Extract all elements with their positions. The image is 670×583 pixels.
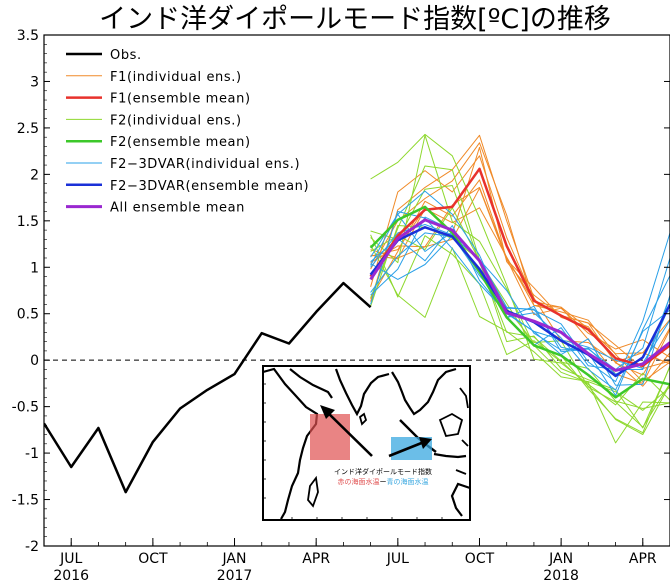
series-line-ensemble-member xyxy=(370,213,670,391)
y-tick-label: -1 xyxy=(25,446,39,462)
y-tick-label: -0.5 xyxy=(12,400,39,416)
x-tick-year: 2016 xyxy=(53,568,89,583)
inset-coast-india xyxy=(334,368,390,417)
x-tick-month: APR xyxy=(629,551,657,567)
y-tick-label: 3.5 xyxy=(17,28,39,44)
legend-label: Obs. xyxy=(110,48,142,63)
inset-coast-seasia xyxy=(391,367,457,416)
legend-label: F1(individual ens.) xyxy=(110,70,242,85)
legend: Obs. F1(individual ens.) F1(ensemble mean)… xyxy=(56,43,356,219)
series-line-ensemble-member xyxy=(370,225,670,429)
y-axis: 3.5 3 2.5 2 1.5 1 0.5 0 -0.5 -1 -1.5 -2 xyxy=(12,28,670,555)
x-tick-month: JUL xyxy=(386,551,409,567)
y-tick-label: -1.5 xyxy=(12,493,39,509)
x-tick-year: 2018 xyxy=(543,568,579,583)
legend-background xyxy=(56,43,356,219)
inset-map: インド洋ダイポールモード指数 赤の海面水温ー青の海面水温 xyxy=(262,365,471,521)
x-tick-month: JAN xyxy=(222,551,247,567)
x-tick-month: OCT xyxy=(138,551,168,567)
inset-tick-marks xyxy=(263,383,443,520)
inset-arrowhead-west xyxy=(320,405,335,419)
inset-label-sep: ー xyxy=(380,478,387,486)
x-tick-year: 2017 xyxy=(217,568,253,583)
inset-arrowhead-east xyxy=(419,437,432,449)
series-line-ensemble-member xyxy=(370,185,670,435)
x-tick-month: OCT xyxy=(465,551,495,567)
series-layer xyxy=(44,133,670,494)
inset-coast-africa xyxy=(262,367,319,520)
x-tick-month: JAN xyxy=(548,551,573,567)
x-tick-month: APR xyxy=(302,551,330,567)
inset-label-title: インド洋ダイポールモード指数 xyxy=(334,467,432,476)
inset-label-blue: 青の海面水温 xyxy=(387,477,429,486)
y-tick-label: 1 xyxy=(30,260,39,276)
series-line-mean xyxy=(369,205,670,399)
series-line-mean xyxy=(369,218,670,372)
inset-coast-java xyxy=(433,452,467,459)
legend-label: F2−3DVAR(individual ens.) xyxy=(110,157,300,172)
y-tick-label: 2.5 xyxy=(17,121,39,137)
inset-coast-madagascar xyxy=(307,475,319,508)
legend-label: All ensemble mean xyxy=(110,201,245,216)
inset-coast-arabia xyxy=(289,368,333,399)
inset-coast-australia xyxy=(450,482,471,517)
inset-label-formula: 赤の海面水温ー青の海面水温 xyxy=(338,477,429,486)
plot-frame xyxy=(43,34,670,547)
legend-label: F1(ensemble mean) xyxy=(110,92,251,107)
y-tick-label: 3 xyxy=(30,74,39,90)
legend-label: F2(ensemble mean) xyxy=(110,135,251,150)
y-tick-label: 0.5 xyxy=(17,307,39,323)
x-tick-month: JUL xyxy=(59,551,82,567)
inset-label-red: 赤の海面水温 xyxy=(338,477,380,486)
series-line-ensemble-member xyxy=(370,211,670,386)
y-tick-label: 1.5 xyxy=(17,214,39,230)
series-line-obs xyxy=(44,281,372,494)
series-line-ensemble-member xyxy=(370,232,670,383)
legend-label: F2(individual ens.) xyxy=(110,113,242,128)
inset-coast-borneo xyxy=(438,412,464,438)
inset-coast-srilanka xyxy=(358,412,368,426)
inset-arrow-east xyxy=(388,440,425,458)
y-tick-label: -2 xyxy=(25,539,39,555)
series-line-ensemble-member xyxy=(370,207,670,434)
series-line-mean xyxy=(369,167,670,368)
inset-coast-islands xyxy=(455,387,469,475)
series-line-ensemble-member xyxy=(370,207,670,384)
series-line-ensemble-member xyxy=(370,235,670,396)
y-tick-label: 2 xyxy=(30,167,39,183)
chart-title: インド洋ダイポールモード指数[ºC]の推移 xyxy=(99,4,611,35)
y-tick-label: 0 xyxy=(30,353,39,369)
legend-label: F2−3DVAR(ensemble mean) xyxy=(110,179,309,194)
inset-arrow-west xyxy=(324,409,373,457)
inset-west-box xyxy=(310,414,350,460)
series-line-ensemble-member xyxy=(370,155,670,376)
